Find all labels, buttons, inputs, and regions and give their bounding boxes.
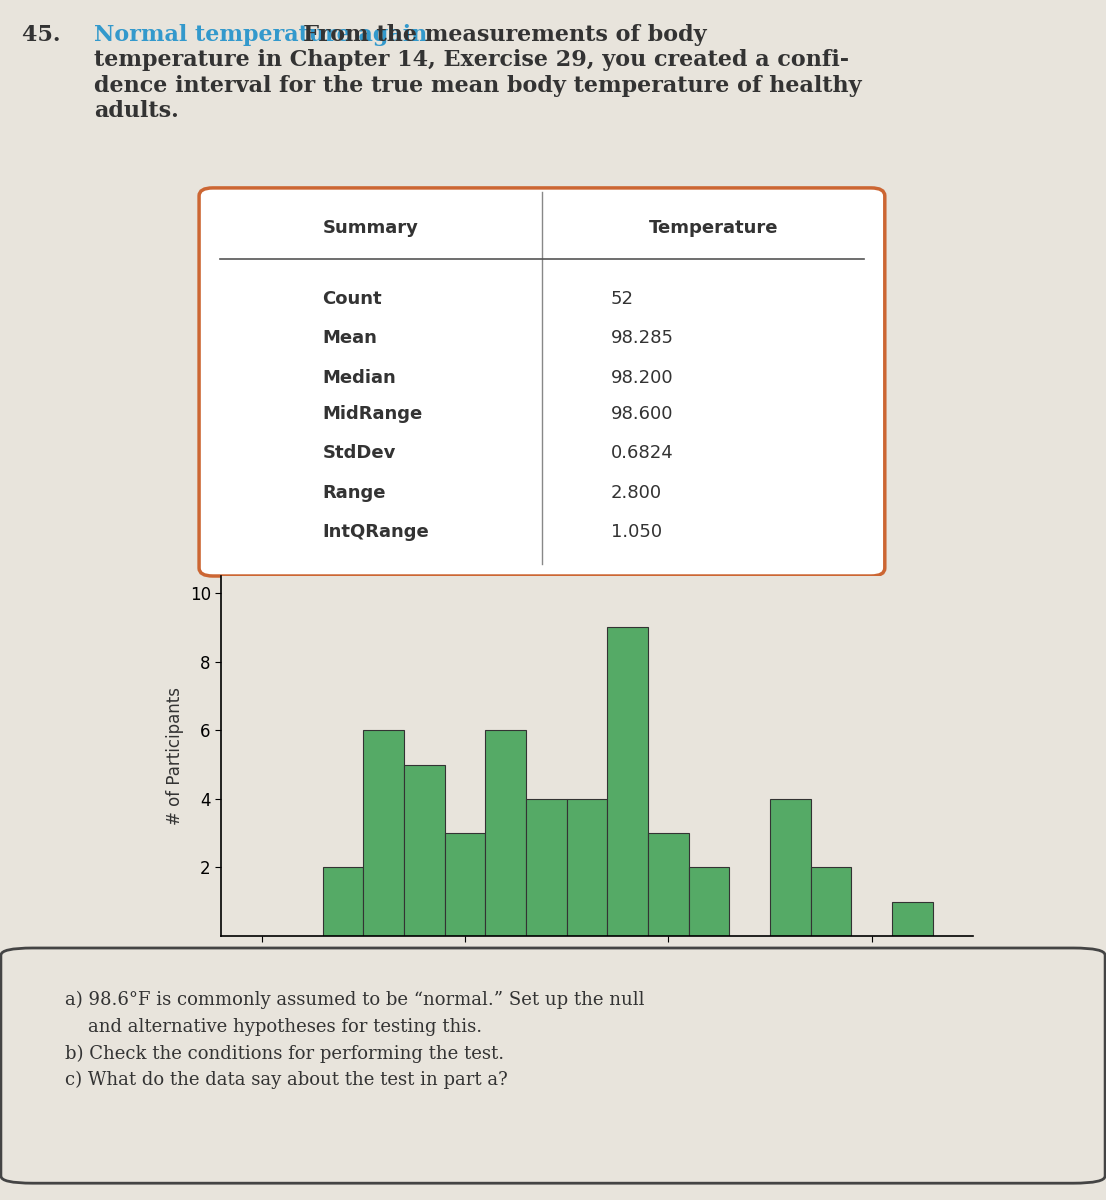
Bar bbox=[323, 868, 364, 936]
Text: 98.200: 98.200 bbox=[611, 370, 674, 386]
Bar bbox=[648, 833, 689, 936]
Text: 2.800: 2.800 bbox=[611, 484, 661, 502]
Bar bbox=[445, 833, 486, 936]
FancyBboxPatch shape bbox=[199, 188, 885, 576]
X-axis label: Body Temperature (°F): Body Temperature (°F) bbox=[482, 970, 712, 988]
Bar bbox=[770, 799, 811, 936]
Text: 52: 52 bbox=[611, 289, 634, 307]
Bar bbox=[486, 731, 526, 936]
Text: IntQRange: IntQRange bbox=[323, 523, 429, 541]
Bar bbox=[891, 901, 932, 936]
Bar bbox=[526, 799, 566, 936]
Text: Summary: Summary bbox=[323, 218, 418, 236]
Y-axis label: # of Participants: # of Participants bbox=[166, 686, 184, 826]
Text: 98.285: 98.285 bbox=[611, 329, 674, 348]
Text: Range: Range bbox=[323, 484, 386, 502]
Text: Temperature: Temperature bbox=[648, 218, 779, 236]
Text: From the measurements of body
temperature in Chapter 14, Exercise 29, you create: From the measurements of body temperatur… bbox=[94, 24, 862, 122]
Text: MidRange: MidRange bbox=[323, 404, 422, 422]
Text: 0.6824: 0.6824 bbox=[611, 444, 674, 462]
Text: 98.600: 98.600 bbox=[611, 404, 674, 422]
Text: 1.050: 1.050 bbox=[611, 523, 661, 541]
Bar bbox=[364, 731, 404, 936]
Text: 45.: 45. bbox=[22, 24, 69, 46]
Text: Median: Median bbox=[323, 370, 396, 386]
Text: Mean: Mean bbox=[323, 329, 377, 348]
Text: StdDev: StdDev bbox=[323, 444, 396, 462]
Bar bbox=[566, 799, 607, 936]
Bar bbox=[811, 868, 852, 936]
Text: Count: Count bbox=[323, 289, 383, 307]
FancyBboxPatch shape bbox=[1, 948, 1105, 1183]
Bar bbox=[607, 628, 648, 936]
Text: Normal temperature again: Normal temperature again bbox=[94, 24, 428, 46]
Bar bbox=[689, 868, 729, 936]
Bar bbox=[404, 764, 445, 936]
Text: a) 98.6°F is commonly assumed to be “normal.” Set up the null
    and alternativ: a) 98.6°F is commonly assumed to be “nor… bbox=[64, 991, 644, 1090]
